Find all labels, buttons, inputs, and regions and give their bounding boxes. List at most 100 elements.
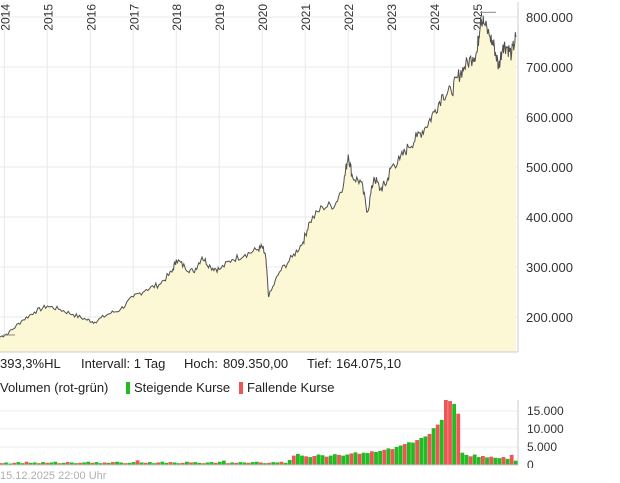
volume-bar — [152, 463, 156, 465]
volume-bar — [271, 462, 276, 465]
volume-bar — [222, 460, 226, 465]
volume-bar — [209, 462, 214, 465]
volume-bar — [452, 403, 457, 465]
volume-bar — [69, 462, 74, 465]
volume-bar — [485, 457, 489, 465]
price-line — [0, 15, 517, 338]
volume-bar — [12, 462, 17, 465]
volume-bar — [456, 413, 461, 465]
low-value: 164.075,10 — [336, 356, 402, 371]
volume-bar — [250, 462, 255, 465]
volume-bar — [300, 455, 304, 465]
volume-bar — [287, 459, 292, 465]
volume-bar — [82, 462, 87, 465]
volume-bar — [32, 462, 37, 465]
volume-bar — [505, 458, 510, 465]
volume-bar — [205, 462, 210, 465]
volume-bar — [324, 456, 329, 465]
y-tick-label: 400.000 — [526, 210, 573, 225]
volume-bar — [316, 454, 321, 465]
volume-bar — [275, 462, 280, 465]
volume-bar — [493, 457, 498, 465]
volume-bar — [234, 462, 239, 465]
y-tick-label: 500.000 — [526, 160, 573, 175]
volume-bar — [468, 456, 473, 465]
volume-bar — [217, 461, 222, 465]
volume-bar — [374, 452, 378, 465]
volume-bar — [439, 419, 444, 465]
volume-chart: 0 5.000 10.000 15.000 — [0, 400, 564, 468]
high-value: 809.350,00 — [223, 356, 289, 371]
volume-bar — [106, 462, 111, 465]
volume-bar — [365, 453, 370, 465]
volume-bar — [135, 460, 140, 465]
volume-bar — [279, 461, 284, 465]
volume-bar — [160, 461, 165, 465]
volume-bar — [357, 453, 362, 465]
volume-bar — [189, 462, 193, 465]
volume-bar — [402, 444, 407, 465]
volume-tick-label: 5.000 — [527, 440, 557, 454]
volume-bar — [37, 463, 41, 465]
y-tick-label: 200.000 — [526, 310, 573, 325]
volume-bar — [16, 462, 21, 465]
volume-bar — [4, 462, 8, 465]
volume-bar — [481, 455, 485, 465]
volume-bar — [263, 463, 267, 465]
volume-bar — [74, 463, 78, 465]
volume-bar — [448, 401, 452, 465]
volume-bar — [476, 457, 481, 465]
volume-bar — [361, 452, 366, 465]
volume-bar — [139, 462, 144, 465]
volume-bar — [411, 442, 415, 465]
volume-bar — [444, 400, 448, 465]
volume-bar — [291, 455, 296, 465]
volume-bar — [172, 462, 177, 465]
volume-bar — [333, 454, 337, 465]
volume-bar — [90, 462, 95, 465]
volume-bar — [398, 445, 403, 465]
volume-bar — [513, 460, 518, 465]
volume-bar — [148, 462, 152, 465]
volume-bar — [127, 462, 132, 465]
volume-title: Volumen (rot-grün) — [0, 380, 109, 395]
volume-bar — [164, 462, 169, 465]
volume-bar — [460, 452, 465, 465]
volume-bar — [489, 456, 494, 465]
volume-bar — [296, 453, 300, 465]
y-tick-label: 800.000 — [526, 10, 573, 25]
volume-bar — [57, 463, 62, 465]
volume-bar — [168, 462, 173, 465]
high-label: Hoch: — [184, 356, 218, 371]
volume-bar — [423, 436, 428, 465]
volume-bar — [131, 462, 136, 465]
volume-bar — [304, 456, 309, 465]
volume-bar — [98, 463, 103, 465]
volume-bar — [115, 461, 119, 465]
rising-swatch — [126, 382, 130, 394]
volume-bar — [180, 462, 185, 465]
volume-bar — [41, 462, 45, 465]
volume-bar — [337, 454, 341, 465]
y-tick-label: 700.000 — [526, 60, 573, 75]
volume-bar — [226, 463, 230, 465]
volume-bar — [419, 437, 424, 465]
falling-swatch — [239, 382, 243, 394]
volume-bar — [213, 462, 218, 465]
volume-bar — [8, 463, 13, 465]
volume-bar — [20, 463, 25, 465]
volume-bar — [407, 442, 411, 465]
volume-bar — [464, 454, 469, 465]
volume-bar — [238, 462, 243, 465]
volume-bar — [78, 462, 82, 465]
volume-bar — [341, 455, 346, 465]
y-tick-label: 300.000 — [526, 260, 573, 275]
volume-bar — [254, 461, 259, 465]
price-area — [0, 15, 516, 352]
volume-bar — [283, 462, 288, 465]
volume-bar — [230, 462, 235, 465]
volume-bar — [259, 462, 263, 465]
volume-bar — [435, 424, 440, 465]
volume-bar — [94, 462, 99, 465]
volume-bar — [123, 463, 128, 465]
